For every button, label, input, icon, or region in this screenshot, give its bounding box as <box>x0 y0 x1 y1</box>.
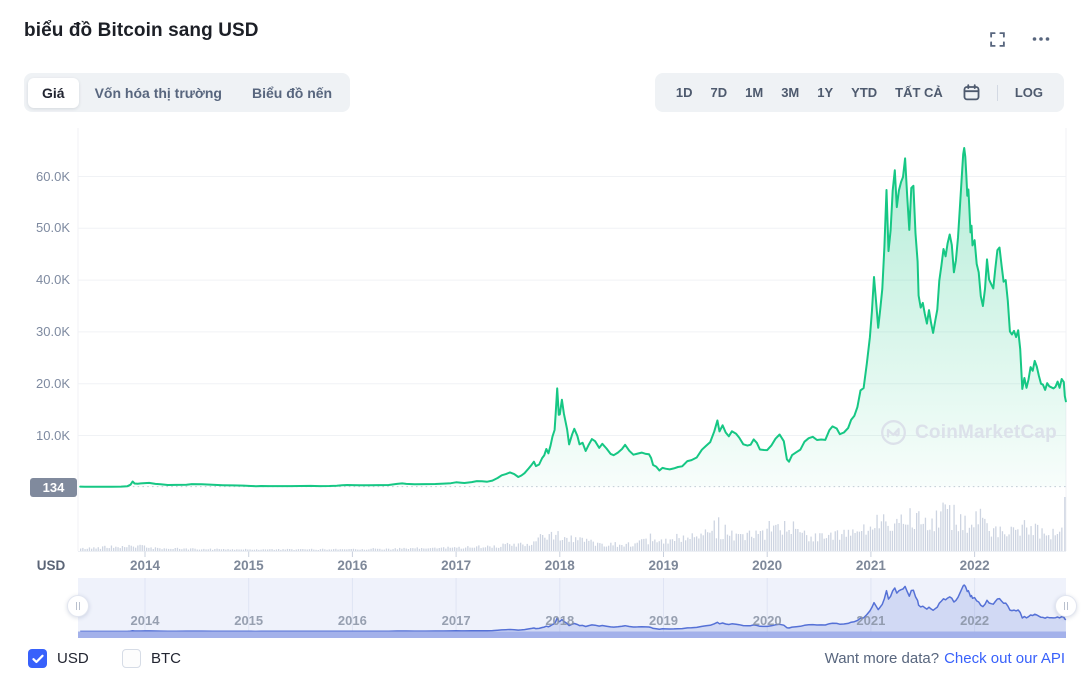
axis-unit-label: USD <box>36 558 66 573</box>
range-button-1y[interactable]: 1Y <box>808 79 842 106</box>
chart-type-tabs: Giá Vốn hóa thị trường Biểu đồ nến <box>24 73 351 112</box>
time-range-bar: 1D 7D 1M 3M 1Y YTD TẤT CẢ LOG <box>654 73 1064 112</box>
range-button-7d[interactable]: 7D <box>702 79 737 106</box>
navigator-year-label: 2016 <box>337 613 367 628</box>
page-title: biểu đồ Bitcoin sang USD <box>24 20 259 41</box>
y-axis-label: 60.0K <box>36 168 70 184</box>
range-button-tất-cả[interactable]: TẤT CẢ <box>886 79 952 106</box>
checkbox-checked-icon <box>28 649 47 668</box>
x-axis-label: 2018 <box>544 558 575 573</box>
tab-market-cap[interactable]: Vốn hóa thị trường <box>81 78 236 108</box>
drag-grip-icon <box>79 602 80 610</box>
drag-grip-icon <box>76 602 77 610</box>
drag-grip-icon <box>1067 602 1068 610</box>
navigator-year-label: 2015 <box>234 613 264 628</box>
navigator-year-label: 2019 <box>649 613 678 628</box>
x-axis-label: 2014 <box>129 558 161 573</box>
divider <box>996 84 998 101</box>
checkbox-unchecked-icon <box>122 649 141 668</box>
navigator-year-label: 2018 <box>545 613 575 628</box>
y-axis-label: 40.0K <box>36 272 70 288</box>
y-axis-label: 20.0K <box>36 375 70 391</box>
navigator-year-label: 2020 <box>752 613 782 628</box>
calendar-icon <box>963 84 980 101</box>
x-axis-label: 2019 <box>648 558 679 573</box>
btc-checkbox-label: BTC <box>151 650 181 667</box>
usd-checkbox-label: USD <box>57 650 89 667</box>
range-button-1m[interactable]: 1M <box>736 79 772 106</box>
fullscreen-icon <box>989 31 1005 47</box>
x-axis-label: 2017 <box>441 558 472 573</box>
y-axis-label: 30.0K <box>36 323 70 339</box>
drag-grip-icon <box>1064 602 1065 610</box>
navigator-year-label: 2022 <box>960 613 990 628</box>
y-axis-label: 10.0K <box>36 427 70 443</box>
x-axis-label: 2020 <box>752 558 783 573</box>
tab-price[interactable]: Giá <box>28 77 79 108</box>
navigator-left-handle[interactable] <box>67 595 89 617</box>
log-scale-button[interactable]: LOG <box>1006 79 1052 106</box>
navigator-year-label: 2017 <box>441 613 471 628</box>
ellipsis-icon <box>1032 37 1050 41</box>
x-axis-label: 2015 <box>233 558 264 573</box>
navigator-year-label: 2014 <box>130 613 160 628</box>
navigator-year-label: 2021 <box>856 613 886 628</box>
api-promo: Want more data? Check out our API <box>825 650 1065 667</box>
more-menu-button[interactable] <box>1028 26 1054 52</box>
range-button-1d[interactable]: 1D <box>667 79 702 106</box>
x-axis-label: 2016 <box>337 558 368 573</box>
baseline-price-badge: 134 <box>30 478 77 497</box>
range-button-ytd[interactable]: YTD <box>842 79 886 106</box>
range-button-3m[interactable]: 3M <box>772 79 808 106</box>
navigator-right-handle[interactable] <box>1055 595 1077 617</box>
api-prompt-text: Want more data? <box>824 650 940 667</box>
calendar-button[interactable] <box>954 79 989 106</box>
x-axis-label: 2021 <box>855 558 886 573</box>
range-buttons: 1D 7D 1M 3M 1Y YTD TẤT CẢ <box>667 79 952 106</box>
api-link[interactable]: Check out our API <box>944 650 1065 667</box>
tab-candlestick[interactable]: Biểu đồ nến <box>238 78 346 108</box>
fullscreen-button[interactable] <box>984 26 1010 52</box>
y-axis-label: 50.0K <box>36 220 70 236</box>
btc-checkbox[interactable]: BTC <box>122 649 181 668</box>
usd-checkbox[interactable]: USD <box>28 649 89 668</box>
x-axis-label: 2022 <box>959 558 990 573</box>
